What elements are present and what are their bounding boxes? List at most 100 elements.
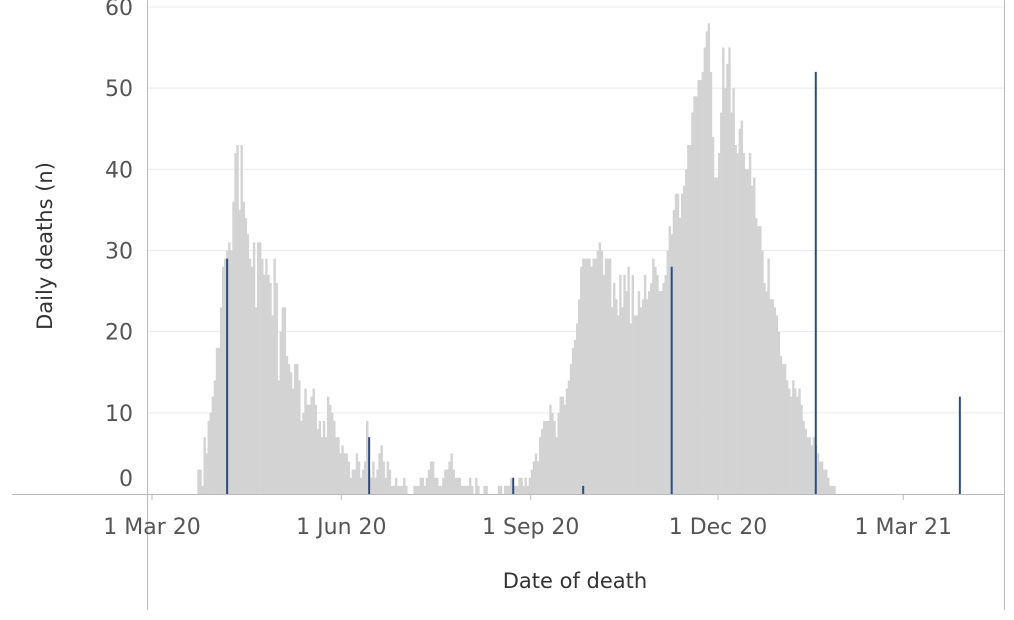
y-tick-label: 40 [105,158,133,183]
daily-death-bar [713,177,717,494]
gridlines [148,6,1004,414]
daily-death-bar [425,477,429,494]
daily-death-bar [256,242,260,494]
daily-death-bar [545,420,548,494]
daily-death-bar [604,258,608,494]
daily-death-bar [401,485,404,494]
daily-death-bar [831,485,834,494]
daily-death-bar [306,404,309,494]
daily-death-bar [248,258,252,494]
daily-death-bar [693,96,696,495]
daily-death-bar [287,364,291,494]
daily-death-bar [324,437,328,494]
daily-death-bar [524,477,527,494]
daily-death-bar [468,477,472,494]
daily-death-bar [631,274,634,494]
daily-death-bar [431,461,435,494]
daily-death-bar [213,380,217,494]
daily-death-bar [648,291,651,494]
daily-death-bar [329,404,332,494]
daily-death-bar [271,315,274,494]
daily-death-bar [372,461,375,494]
daily-death-bar [326,396,330,494]
daily-death-bar [683,185,686,495]
daily-death-bar [528,477,532,494]
daily-death-bar [610,307,614,494]
daily-death-bar [522,485,525,494]
daily-death-bar [349,477,352,494]
daily-death-bar [396,485,400,494]
daily-death-bar [291,388,295,494]
daily-death-bar [765,291,768,494]
daily-death-bar [676,193,680,494]
daily-death-bar [322,420,326,494]
daily-death-bar [732,88,735,495]
daily-death-bar [779,356,783,494]
daily-death-bar [394,477,398,494]
daily-death-bar [298,380,301,494]
daily-death-bar [279,331,283,494]
daily-death-bar [261,258,264,494]
daily-death-bar [800,404,803,494]
daily-death-bar [757,226,760,494]
daily-death-bar [705,31,709,494]
daily-death-bar [355,453,359,494]
daily-death-bar [833,485,836,494]
daily-death-bar [376,469,379,494]
daily-death-bar [374,477,377,494]
daily-death-bar [666,250,669,494]
daily-death-bar [827,477,830,494]
daily-death-bar [680,193,684,494]
daily-death-bar [569,364,573,494]
daily-death-bar [285,356,289,494]
daily-death-bar [442,477,445,494]
x-tick-label: 1 Sep 20 [482,515,579,540]
daily-death-bar [415,485,418,494]
daily-death-bar [335,437,338,494]
daily-death-bar [822,469,826,494]
daily-death-bar [497,485,501,494]
daily-death-bar [792,380,795,494]
daily-death-bar [483,485,486,494]
daily-death-bar [767,258,770,494]
daily-death-bar [536,461,540,494]
daily-death-bar [541,429,544,494]
daily-death-bar [316,429,320,494]
daily-death-bar [380,445,383,494]
daily-death-bar [259,242,262,494]
daily-death-bar [532,461,536,494]
daily-death-bar [785,380,789,494]
daily-death-bar [687,144,690,494]
daily-death-bar [728,47,731,494]
daily-death-bar [794,388,797,494]
daily-death-bar [547,420,550,494]
daily-death-bar [353,469,357,494]
daily-death-bar [460,485,464,494]
daily-death-bar [236,144,239,494]
daily-death-bar [695,96,698,495]
daily-death-bar [582,258,585,494]
daily-death-bar [775,315,779,494]
daily-death-bar [573,339,577,494]
daily-death-bar [337,437,340,494]
daily-death-bar [672,209,676,494]
daily-death-bar [557,412,560,494]
daily-death-bar [320,437,324,494]
daily-death-bar [738,128,742,494]
highlight-bars [226,71,961,494]
daily-death-bar [277,380,280,494]
daily-death-bar [769,299,772,494]
daily-death-bar [384,477,387,494]
daily-death-bar [543,420,546,494]
daily-death-bar [526,485,530,494]
daily-death-bar [201,485,204,494]
daily-death-bar [485,485,488,494]
daily-death-bar [199,469,202,494]
daily-death-bar [510,477,513,494]
daily-death-bar [421,477,425,494]
daily-death-bar [787,388,791,494]
daily-death-bar [561,396,564,494]
x-tick-label: 1 Mar 20 [103,515,201,540]
daily-death-bar [674,193,678,494]
daily-death-bar [783,364,787,494]
